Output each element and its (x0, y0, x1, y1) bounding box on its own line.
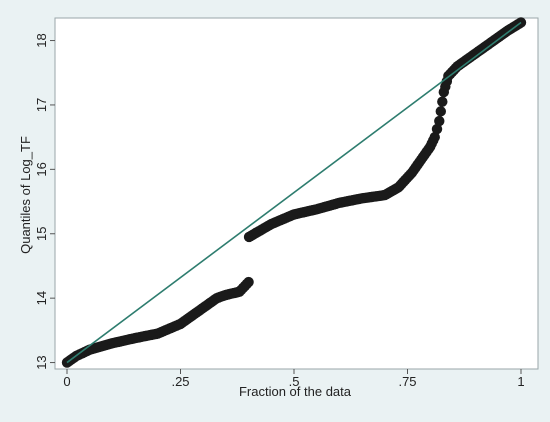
y-tick-label: 18 (34, 33, 49, 47)
data-point (431, 123, 443, 135)
x-axis-title: Fraction of the data (239, 384, 352, 399)
data-point (434, 115, 445, 127)
data-point (435, 106, 446, 117)
data-point (429, 131, 440, 143)
data-points (61, 17, 527, 368)
x-tick-label: 1 (517, 374, 524, 389)
y-tick-label: 15 (34, 227, 49, 241)
y-tick-label: 14 (34, 291, 49, 305)
reference-line (66, 21, 522, 364)
x-tick-label: 0 (63, 374, 70, 389)
y-tick-label: 16 (34, 162, 49, 176)
y-axis: 13 14 15 16 17 18 (34, 33, 55, 370)
y-axis-title: Quantiles of Log_TF (18, 136, 33, 254)
data-point (437, 96, 448, 107)
x-tick-label: .5 (289, 374, 300, 389)
y-tick-label: 13 (34, 355, 49, 369)
x-tick-label: .75 (398, 374, 416, 389)
data-point (243, 276, 254, 288)
x-axis: 0 .25 .5 .75 1 (63, 369, 525, 389)
y-tick-label: 17 (34, 98, 49, 112)
x-tick-label: .25 (171, 374, 189, 389)
